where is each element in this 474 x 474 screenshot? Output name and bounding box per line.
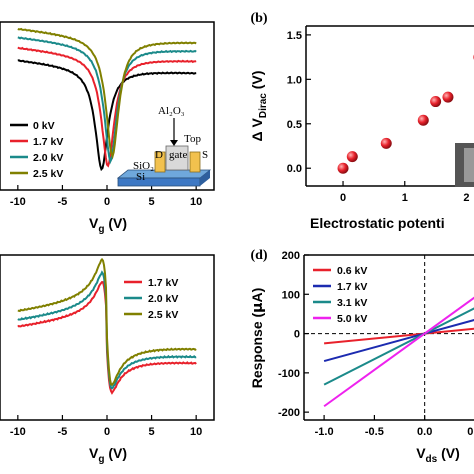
- y-tick-label: 200: [282, 250, 300, 262]
- legend-label: 2.5 kV: [33, 168, 63, 180]
- x-axis-label: Vg (V): [89, 445, 127, 465]
- x-tick-label: 0: [340, 192, 346, 204]
- x-tick-label: -0.5: [365, 426, 384, 438]
- legend-label: 3.1 kV: [337, 297, 367, 309]
- inset-substrate-label: Si: [136, 171, 145, 183]
- x-tick-label: 0.0: [417, 426, 432, 438]
- legend-label: 0 kV: [33, 120, 55, 132]
- series-line-25kV: [17, 257, 197, 387]
- inset-top-label: Al₂O₃: [158, 105, 185, 117]
- x-tick-label: -10: [10, 196, 26, 208]
- data-point: [346, 151, 358, 163]
- x-tick-label: 0.5: [467, 426, 474, 438]
- y-tick-label: 1.5: [287, 30, 302, 42]
- data-point: [442, 91, 454, 103]
- y-tick-label: 1.0: [287, 74, 302, 86]
- panel-label: (b): [250, 11, 267, 26]
- data-point: [337, 162, 349, 174]
- x-tick-label: -10: [10, 426, 26, 438]
- x-tick-label: -5: [58, 426, 68, 438]
- inset-image-detail: [464, 148, 474, 182]
- inset-source-label: S: [202, 149, 208, 161]
- y-axis-label: Δ VDirac (V): [249, 71, 269, 142]
- panel-d: -200 -100 0 100 200 -1.0 -0.5 0.0 0.5 0.6 kV 1.7 k…: [249, 248, 474, 465]
- y-tick-label: 0.0: [287, 163, 302, 175]
- panel-c: -10 -5 0 5 10 Vg (V) 1.7 kV 2.0 kV 2.5 kV: [0, 254, 215, 465]
- series-line-17kV: [323, 319, 474, 363]
- x-tick-label: 5: [149, 196, 155, 208]
- x-axis-label: Vg (V): [89, 215, 127, 235]
- series-line-25kV: [17, 27, 197, 160]
- x-tick-label: -5: [58, 196, 68, 208]
- data-point: [430, 96, 442, 108]
- legend-label: 0.6 kV: [337, 265, 367, 277]
- inset-oxide-label: SiO₂: [133, 160, 154, 172]
- x-tick-label: 0: [104, 426, 110, 438]
- x-tick-label: 5: [149, 426, 155, 438]
- series-line-17kV: [17, 46, 197, 168]
- inset-substrate-side: [200, 170, 210, 186]
- y-tick-label: -100: [278, 368, 300, 380]
- data-point: [380, 137, 392, 149]
- inset-arrow-head: [170, 140, 178, 146]
- series-line-20kV: [17, 36, 197, 165]
- legend-label: 1.7 kV: [33, 136, 63, 148]
- x-axis-label: Vds (V): [416, 445, 460, 465]
- x-axis-label: Electrostatic potenti: [310, 215, 445, 231]
- data-point: [417, 114, 429, 126]
- x-tick-label: 0: [104, 196, 110, 208]
- inset-drain-electrode: [154, 151, 166, 173]
- x-tick-label: -1.0: [315, 426, 334, 438]
- legend-label: 5.0 kV: [337, 313, 367, 325]
- legend-label: 2.5 kV: [148, 309, 178, 321]
- inset-source-electrode: [189, 151, 201, 173]
- x-tick-label: 10: [190, 426, 202, 438]
- panel-label: (d): [250, 248, 267, 263]
- x-tick-label: 10: [190, 196, 202, 208]
- panel-b: 0.0 0.5 1.0 1.5 0 1 2 (b) Δ VDirac (V) Electrosta…: [249, 11, 474, 231]
- x-tick-label: 2: [463, 192, 469, 204]
- y-tick-label: -200: [278, 407, 300, 419]
- y-tick-label: 0.5: [287, 119, 302, 131]
- legend-label: 1.7 kV: [337, 281, 367, 293]
- inset-top-gate: [165, 145, 189, 171]
- inset-gate-label-2: gate: [169, 149, 187, 161]
- inset-substrate: [117, 177, 201, 187]
- series-line-06kV: [324, 327, 474, 345]
- series-line-31kV: [323, 307, 474, 386]
- series-line-50kV: [323, 296, 474, 408]
- legend-label: 2.0 kV: [148, 293, 178, 305]
- legend-label: 2.0 kV: [33, 152, 63, 164]
- y-axis-label: Response (μA): [249, 288, 266, 389]
- inset-gate-label: Top: [184, 133, 201, 145]
- x-tick-label: 1: [402, 192, 408, 204]
- panel-a: -10 -5 0 5 10 Vg (V) 0 kV 1.7 kV 2.0 kV 2.5 kV Al₂…: [0, 21, 215, 235]
- inset-drain-label: D: [155, 149, 163, 161]
- y-tick-label: 0: [294, 329, 300, 341]
- y-tick-label: 100: [282, 289, 300, 301]
- legend-label: 1.7 kV: [148, 277, 178, 289]
